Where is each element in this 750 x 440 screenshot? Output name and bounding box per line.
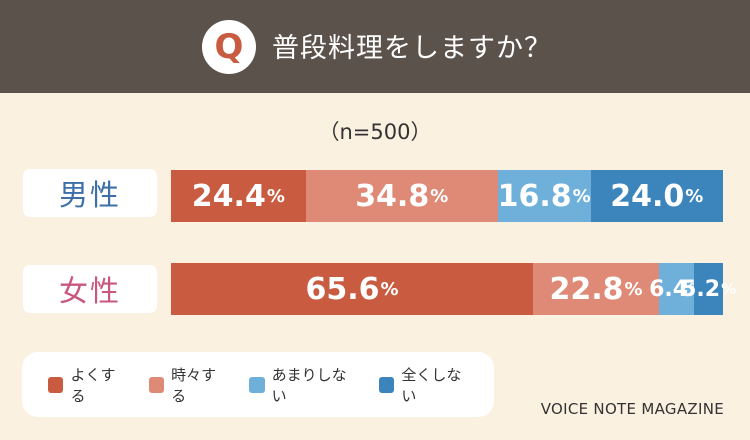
data-label-rarely: 6.4 bbox=[649, 276, 689, 302]
data-label-often: 24.4 bbox=[191, 178, 266, 214]
bar-segment-rarely: 6.4% bbox=[649, 263, 704, 315]
data-label-unit: % bbox=[624, 278, 643, 300]
data-label-rarely: 16.8 bbox=[497, 178, 572, 214]
bar-segment-sometimes: 22.8% bbox=[533, 263, 659, 315]
legend-label-often: よくする bbox=[70, 365, 116, 405]
question-title: 普段料理をしますか？ bbox=[272, 33, 552, 64]
legend-item-rarely: あまりしない bbox=[249, 364, 359, 406]
row-label-male-text: 男性 bbox=[58, 178, 121, 212]
row-label-female-text: 女性 bbox=[58, 274, 121, 308]
sample-size: （n=500） bbox=[318, 120, 432, 144]
legend: よくする 時々する あまりしない 全くしない bbox=[22, 352, 494, 417]
data-label-often: 65.6 bbox=[305, 271, 380, 307]
data-label-unit: % bbox=[266, 185, 285, 207]
legend-item-often: よくする bbox=[48, 364, 129, 406]
data-label-unit: % bbox=[685, 185, 704, 207]
legend-swatch-rarely bbox=[249, 376, 265, 393]
data-label-sometimes: 34.8 bbox=[355, 178, 430, 214]
data-label-unit: % bbox=[430, 185, 449, 207]
legend-label-sometimes: 時々する bbox=[171, 365, 217, 405]
data-label-sometimes: 22.8 bbox=[549, 271, 624, 307]
legend-swatch-often bbox=[48, 376, 64, 393]
data-label-unit: % bbox=[380, 278, 399, 300]
bar-segment-often: 24.4% bbox=[171, 170, 306, 222]
row-label-male: 男性 bbox=[23, 169, 157, 217]
legend-label-never: 全くしない bbox=[401, 365, 462, 405]
data-label-never: 5.2 bbox=[681, 276, 721, 302]
bar-female: 65.6%22.8%6.4%5.2% bbox=[171, 263, 736, 315]
legend-swatch-sometimes bbox=[148, 376, 165, 393]
bar-segment-often: 65.6% bbox=[171, 263, 534, 315]
legend-item-never: 全くしない bbox=[378, 364, 474, 406]
bar-male: 24.4% 34.8% 16.8% 24.0% bbox=[171, 170, 723, 222]
question-badge: Q bbox=[202, 20, 256, 74]
header-bar: Q 普段料理をしますか？ bbox=[0, 0, 750, 93]
data-label-never: 24.0 bbox=[610, 178, 685, 214]
bar-segment-never: 5.2% bbox=[681, 263, 736, 315]
bar-segment-never: 24.0% bbox=[590, 170, 723, 222]
bar-segment-sometimes: 34.8% bbox=[305, 170, 498, 222]
row-label-female: 女性 bbox=[23, 265, 157, 313]
legend-label-rarely: あまりしない bbox=[271, 365, 347, 405]
brand-name: VOICE NOTE MAGAZINE bbox=[540, 400, 724, 418]
legend-swatch-never bbox=[378, 376, 395, 393]
bar-segment-rarely: 16.8% bbox=[498, 170, 591, 222]
legend-item-sometimes: 時々する bbox=[148, 364, 230, 406]
data-label-unit: % bbox=[572, 185, 591, 207]
data-label-unit: % bbox=[721, 280, 737, 298]
